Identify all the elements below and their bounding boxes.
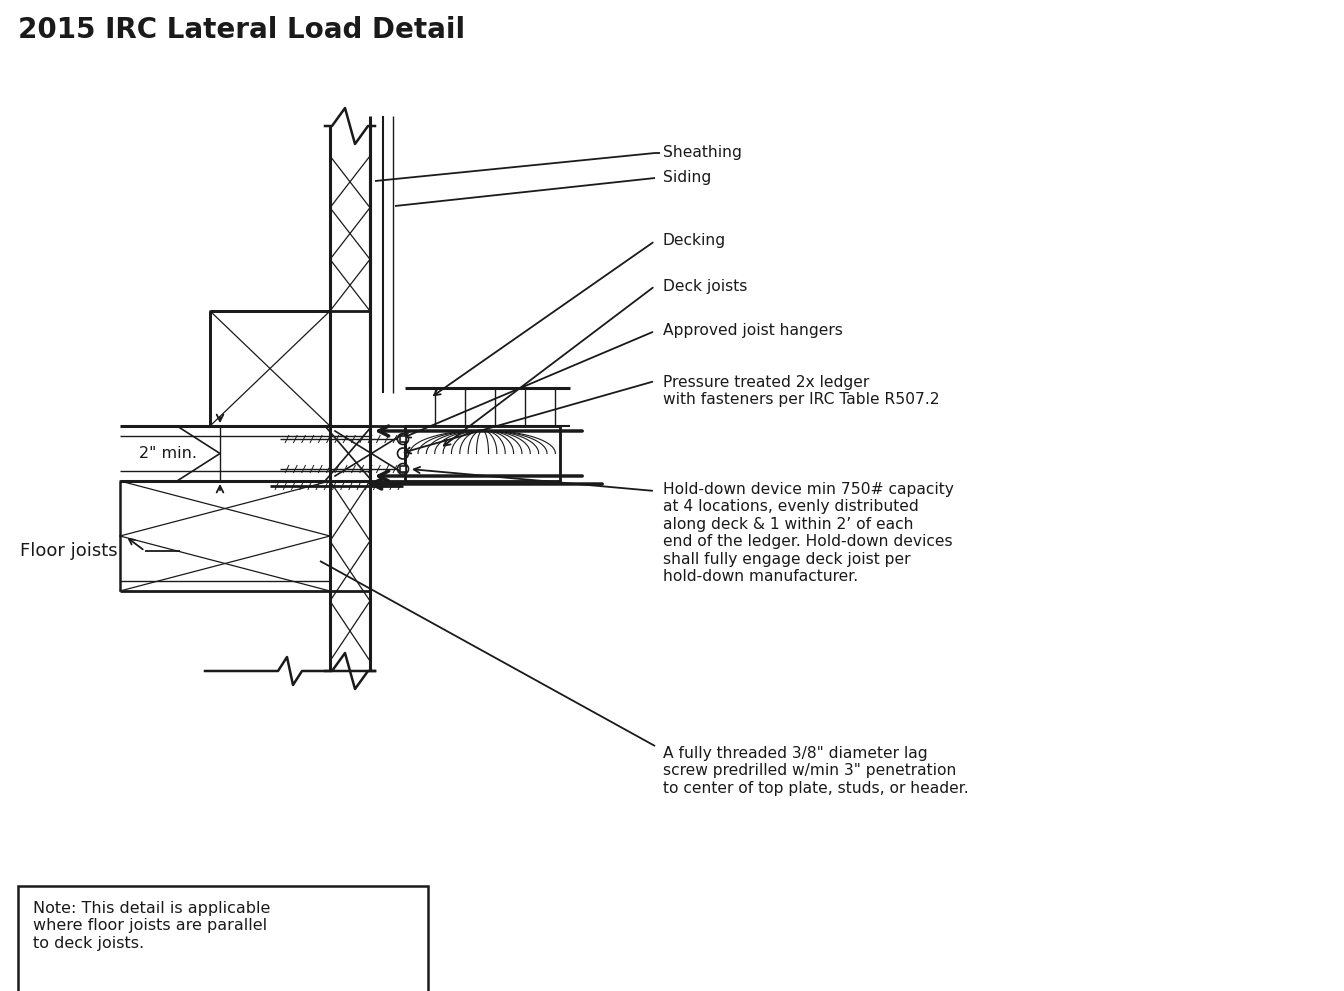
Text: Siding: Siding <box>663 170 711 185</box>
Bar <box>405 426 560 481</box>
Text: Decking: Decking <box>663 234 726 249</box>
Text: 2" min.: 2" min. <box>138 446 198 461</box>
Text: Approved joist hangers: Approved joist hangers <box>663 323 843 339</box>
Bar <box>405 426 560 481</box>
Bar <box>17 886 427 991</box>
Text: Hold-down device min 750# capacity
at 4 locations, evenly distributed
along deck: Hold-down device min 750# capacity at 4 … <box>663 482 954 584</box>
Text: Deck joists: Deck joists <box>663 278 747 293</box>
Text: Sheathing: Sheathing <box>663 146 742 161</box>
Text: 2015 IRC Lateral Load Detail: 2015 IRC Lateral Load Detail <box>17 16 465 44</box>
Bar <box>401 466 406 472</box>
Text: A fully threaded 3/8" diameter lag
screw predrilled w/min 3" penetration
to cent: A fully threaded 3/8" diameter lag screw… <box>663 746 969 796</box>
Bar <box>401 436 406 442</box>
Text: Note: This detail is applicable
where floor joists are parallel
to deck joists.: Note: This detail is applicable where fl… <box>34 901 270 950</box>
Text: Floor joists: Floor joists <box>20 542 118 560</box>
Text: Pressure treated 2x ledger
with fasteners per IRC Table R507.2: Pressure treated 2x ledger with fastener… <box>663 375 939 407</box>
